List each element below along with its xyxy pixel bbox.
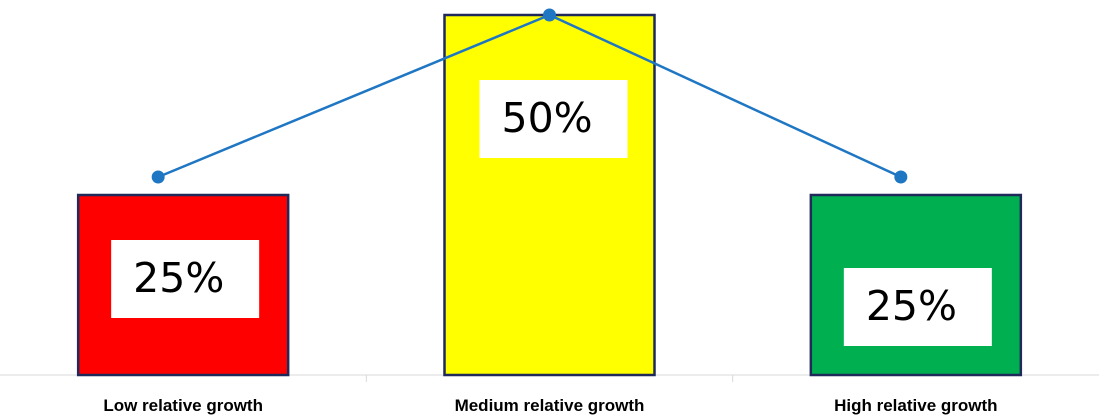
category-label: High relative growth <box>834 396 997 415</box>
data-label: 25% <box>866 282 957 330</box>
bar <box>443 13 656 377</box>
line-point <box>894 170 908 184</box>
data-label-box <box>111 240 260 318</box>
line-point <box>151 170 165 184</box>
data-label: 50% <box>502 94 593 142</box>
data-label: 25% <box>133 254 224 302</box>
category-label: Medium relative growth <box>455 396 645 415</box>
line-layer <box>151 8 908 184</box>
category-label: Low relative growth <box>103 396 263 415</box>
data-label-box <box>479 80 628 158</box>
line-point <box>543 8 556 22</box>
data-label-box <box>843 268 992 346</box>
labels-layer: 25% 50% 25% Low relative growth Medium relat… <box>103 80 998 415</box>
